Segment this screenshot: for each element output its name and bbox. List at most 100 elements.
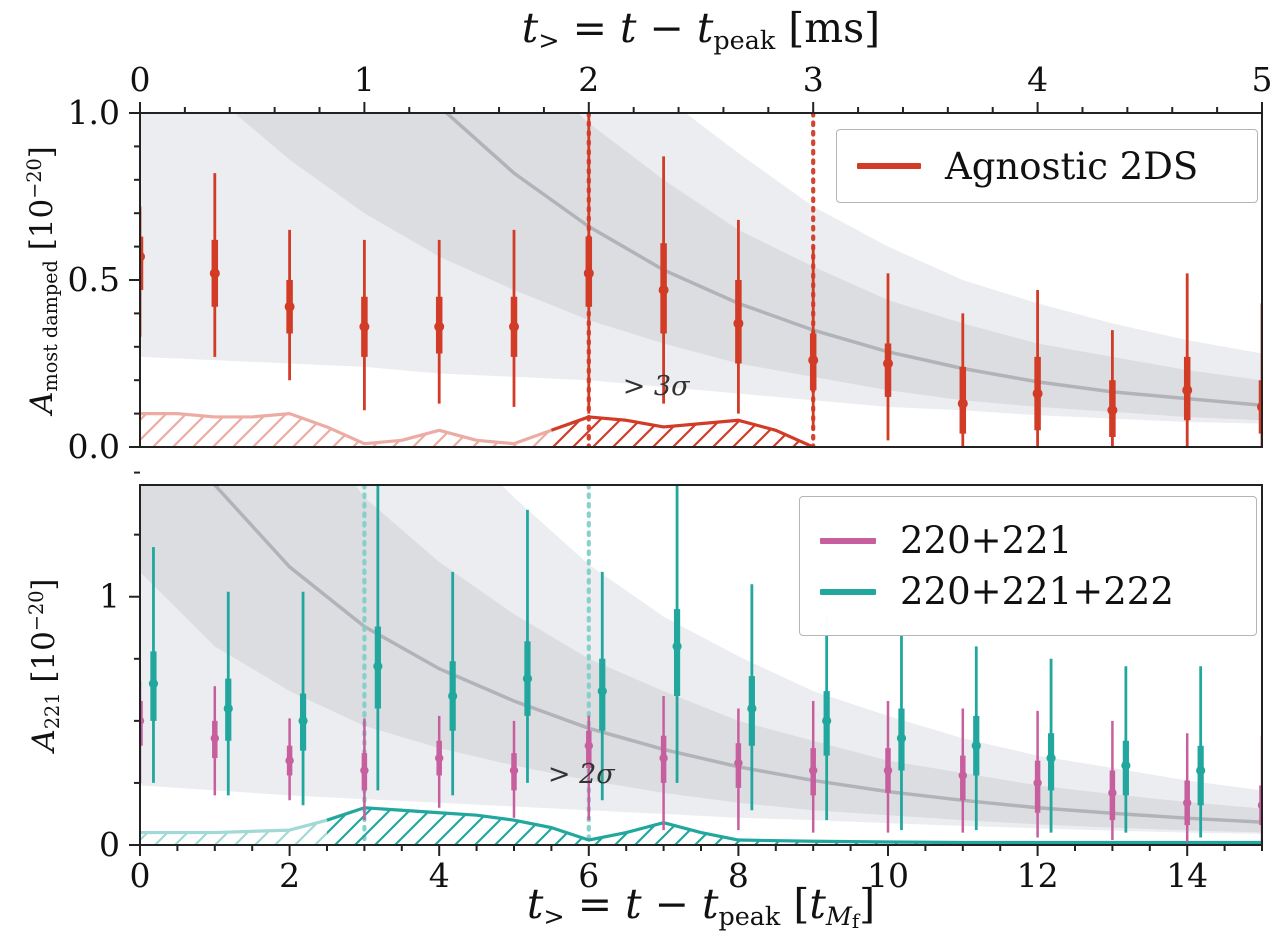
y-axis-label-top-panel: Amost damped [10−20] — [23, 146, 63, 414]
x-tick-label: 8 — [728, 856, 749, 895]
median-dot — [209, 268, 220, 279]
median-dot — [1271, 766, 1280, 775]
gray-median-line — [212, 485, 1262, 824]
median-dot — [210, 734, 219, 743]
median-dot — [1033, 778, 1042, 788]
median-dot — [1183, 798, 1192, 807]
legend-bottom-panel: 220+221 220+221+222 — [799, 496, 1257, 636]
median-dot — [809, 766, 818, 775]
median-dot — [1196, 765, 1206, 776]
y-tick-label: 1.0 — [68, 93, 120, 132]
median-dot — [672, 641, 682, 651]
median-dot — [822, 716, 832, 726]
x-tick-label: 0 — [130, 60, 151, 99]
a221-amplitude-panel: > 2σ 0 2 4 6 8 10 12 14 0 1 — [99, 471, 1280, 895]
median-dot — [509, 766, 519, 775]
y-tick-label: 0.5 — [68, 260, 120, 299]
gray-median-line — [444, 113, 1262, 407]
gray-band-inner — [234, 113, 1262, 421]
median-dot — [359, 321, 370, 332]
median-dot — [883, 358, 893, 369]
x-tick-label: 10 — [867, 856, 909, 895]
gray-band-inner — [140, 485, 1262, 833]
median-dot — [747, 703, 757, 714]
median-dot — [448, 691, 458, 701]
median-dot — [1182, 385, 1193, 396]
x-tick-label: 4 — [1027, 60, 1048, 99]
median-dot — [597, 686, 607, 696]
bottom-x-axis-title: t> = t − tpeak [tMf] — [526, 880, 876, 933]
legend-line-220-221 — [820, 537, 876, 544]
legend-item-220-221-222: 220+221+222 — [800, 573, 1256, 610]
significance-region — [140, 412, 552, 447]
legend-top-panel: Agnostic 2DS — [836, 129, 1258, 203]
legend-label-220-221: 220+221 — [900, 519, 1073, 562]
median-dot — [958, 771, 967, 780]
median-dot — [883, 766, 893, 775]
legend-label-220-221-222: 220+221+222 — [900, 570, 1174, 613]
x-tick-label: 14 — [1166, 856, 1208, 895]
median-dot — [971, 741, 981, 751]
median-dot — [148, 679, 159, 689]
legend-item-220-221: 220+221 — [800, 522, 1256, 559]
y-axis-label-bottom-panel: A221 [10−20] — [25, 578, 65, 752]
median-dot — [1257, 401, 1262, 412]
median-dot — [808, 355, 819, 366]
legend-item-agnostic-2ds: Agnostic 2DS — [837, 148, 1198, 185]
x-tick-label: 3 — [803, 60, 824, 99]
x-tick-label: 0 — [130, 856, 151, 895]
median-dot — [1257, 801, 1262, 810]
median-dot — [734, 758, 743, 768]
median-dot — [285, 756, 294, 765]
median-dot — [1108, 788, 1117, 798]
median-dot — [957, 398, 968, 409]
x-tick-label: 12 — [1017, 856, 1059, 895]
median-dot — [140, 251, 145, 262]
median-dot — [733, 318, 744, 329]
median-dot — [298, 716, 308, 726]
significance-annotation: > 3σ — [623, 371, 691, 402]
x-tick-label: 2 — [279, 856, 300, 895]
x-tick-label: 5 — [1252, 60, 1273, 99]
significance-region — [550, 415, 814, 447]
median-dot — [1107, 405, 1118, 416]
most-damped-amplitude-panel: > 3σ 0 1 2 3 4 5 0.0 0.5 1.0 — [68, 60, 1273, 466]
median-dot — [373, 661, 383, 671]
x-tick-label: 1 — [354, 60, 375, 99]
median-dot — [896, 733, 907, 743]
x-tick-label: 2 — [578, 60, 599, 99]
legend-label-agnostic-2ds: Agnostic 2DS — [945, 144, 1199, 188]
error-bars-220-221 — [140, 681, 1262, 843]
median-dot — [1121, 760, 1131, 771]
median-dot — [509, 321, 519, 332]
x-tick-label: 4 — [429, 856, 450, 895]
median-dot — [1046, 753, 1056, 763]
significance-region — [140, 818, 328, 845]
median-dot — [583, 268, 594, 279]
top-x-axis-title: t> = t − tpeak [ms] — [521, 4, 881, 56]
median-dot — [434, 321, 445, 332]
median-dot — [223, 703, 233, 714]
median-dot — [284, 301, 295, 312]
median-dot — [522, 674, 533, 684]
median-dot — [360, 766, 369, 775]
median-dot — [1032, 388, 1043, 399]
median-dot — [658, 285, 669, 296]
significance-annotation: > 2σ — [548, 759, 616, 790]
y-tick-label: 1 — [99, 577, 120, 616]
axis-ticks — [129, 102, 1263, 448]
error-bars-220-221-222 — [148, 485, 1280, 838]
axis-ticks — [129, 471, 1263, 856]
legend-line-agnostic-2ds — [857, 163, 921, 169]
legend-line-220-221-222 — [820, 588, 876, 595]
median-dot — [140, 716, 145, 726]
error-bars-agnostic-2ds — [140, 113, 1262, 447]
y-tick-label: 0 — [99, 825, 120, 864]
x-tick-label: 6 — [578, 856, 599, 895]
median-dot — [584, 741, 593, 750]
y-tick-label: 0.0 — [68, 427, 120, 466]
median-dot — [659, 753, 668, 763]
median-dot — [435, 753, 444, 763]
